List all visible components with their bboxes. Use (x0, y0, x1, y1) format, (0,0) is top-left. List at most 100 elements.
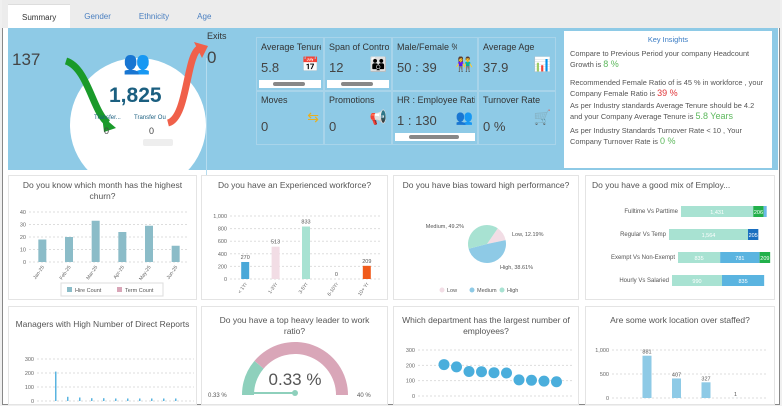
bar (241, 262, 249, 279)
gauge-max-label: 40 % (357, 393, 371, 399)
tab-summary[interactable]: Summary (8, 4, 70, 28)
legend-label: Term Count (125, 288, 154, 294)
legend-label: Hire Count (75, 288, 102, 294)
legend-label: High (507, 288, 518, 294)
scatter-point (464, 366, 475, 377)
bar (702, 382, 711, 398)
chart-title: Do you have an Experienced workforce? (202, 176, 387, 191)
cart-percent-icon: 🛒 (534, 109, 551, 125)
category-label: Fulltime Vs Parttime (624, 209, 678, 215)
transfer-out-value: 0 (149, 126, 154, 136)
exits-value: 0 (207, 48, 216, 68)
x-tick-label: Apr-25 (112, 265, 126, 281)
tab-ethnicity[interactable]: Ethnicity (125, 4, 183, 28)
data-label: 835 (738, 279, 747, 285)
insights-title: Key Insights (570, 35, 766, 45)
bar (127, 398, 129, 401)
pie-label: Low, 12.19% (512, 232, 544, 238)
transfer-in-label: Transfer... (94, 115, 121, 122)
kpi-value: 0 % (483, 119, 505, 134)
scrollbar[interactable] (395, 133, 475, 141)
x-tick-label: < 1Yr (237, 281, 249, 295)
kpi-title: HR : Employee Ratio (397, 95, 475, 106)
legend-swatch (117, 287, 122, 292)
x-tick-label: Mar-25 (85, 265, 99, 282)
x-tick-label: Jan-25 (32, 265, 46, 281)
chart-title: Do you have a good mix of Employ... (586, 176, 774, 191)
kpi-value: 50 : 39 (397, 60, 437, 75)
data-label: 270 (241, 255, 250, 261)
y-tick-label: 200 (406, 363, 415, 369)
y-tick-label: 30 (20, 223, 26, 229)
bar (175, 398, 177, 401)
x-tick-label: Jun-25 (166, 265, 180, 281)
chart-title: Which department has the largest number … (394, 307, 578, 337)
data-label: 327 (701, 376, 710, 382)
insight-tenure-value: 5.8 Years (695, 111, 733, 121)
kpi-title: Average Tenure (261, 42, 321, 53)
y-tick-label: 0 (606, 396, 609, 402)
data-label: 781 (735, 256, 744, 262)
presentation-icon: 📊 (534, 56, 551, 72)
pie-label: High, 38.61% (500, 265, 533, 271)
y-tick-label: 500 (600, 372, 609, 378)
insight-turnover: As per Industry Standards Turnover Rate … (570, 126, 742, 146)
x-tick-label: Feb-25 (59, 265, 73, 282)
org-chart-icon: 👪 (370, 56, 387, 72)
insight-female-value: 39 % (657, 88, 678, 98)
bar (672, 378, 681, 398)
x-tick-label: 10+ Yr (357, 281, 371, 297)
y-tick-label: 600 (218, 239, 227, 245)
y-tick-label: 0 (224, 277, 227, 283)
bar (139, 398, 141, 401)
bar (55, 372, 57, 401)
flow-arrows (8, 28, 208, 170)
scrollbar[interactable] (259, 80, 321, 88)
megaphone-icon: 📢 (370, 109, 387, 125)
scatter-point (439, 359, 450, 370)
data-label: 209 (760, 256, 769, 262)
scatter-point (489, 367, 500, 378)
legend-swatch (440, 288, 445, 293)
legend-swatch (470, 288, 475, 293)
scatter-point (514, 374, 525, 385)
category-label: Hourly Vs Salaried (619, 278, 669, 284)
data-label: 1 (734, 392, 737, 398)
transfer-in-value: 0 (104, 126, 109, 136)
x-tick-label: May-25 (138, 265, 153, 282)
y-tick-label: 300 (406, 348, 415, 354)
bar-hire-count (38, 240, 46, 263)
y-tick-label: 200 (218, 264, 227, 270)
kpi-title: Average Age (483, 42, 543, 53)
gauge-needle-hub (292, 390, 298, 396)
data-label: 206 (754, 210, 763, 216)
bar (151, 398, 153, 401)
data-label: 0 (335, 272, 338, 278)
tab-gender[interactable]: Gender (70, 4, 125, 28)
data-label: 835 (694, 256, 703, 262)
insight-growth: Compare to Previous Period your company … (570, 49, 749, 69)
chart-title: Do you have bias toward high performance… (394, 176, 578, 191)
exit-arrow-icon (168, 48, 200, 123)
scatter-point (526, 375, 537, 386)
y-tick-label: 200 (25, 371, 34, 377)
bar-hire-count (92, 221, 100, 262)
data-label: 833 (301, 220, 310, 226)
headcount-value: 1,825 (109, 84, 162, 108)
chart-title: Managers with High Number of Direct Repo… (9, 307, 196, 330)
scrollbar[interactable] (327, 80, 389, 88)
y-tick-label: 20 (20, 235, 26, 241)
chart-leader-ratio: 0.33 %0.33 %40 %Do you have a top heavy … (201, 306, 388, 405)
data-label: 881 (642, 350, 651, 356)
legend-swatch (67, 287, 72, 292)
transfer-scroller[interactable] (143, 139, 173, 146)
tab-age[interactable]: Age (183, 4, 225, 28)
bar (91, 398, 93, 401)
